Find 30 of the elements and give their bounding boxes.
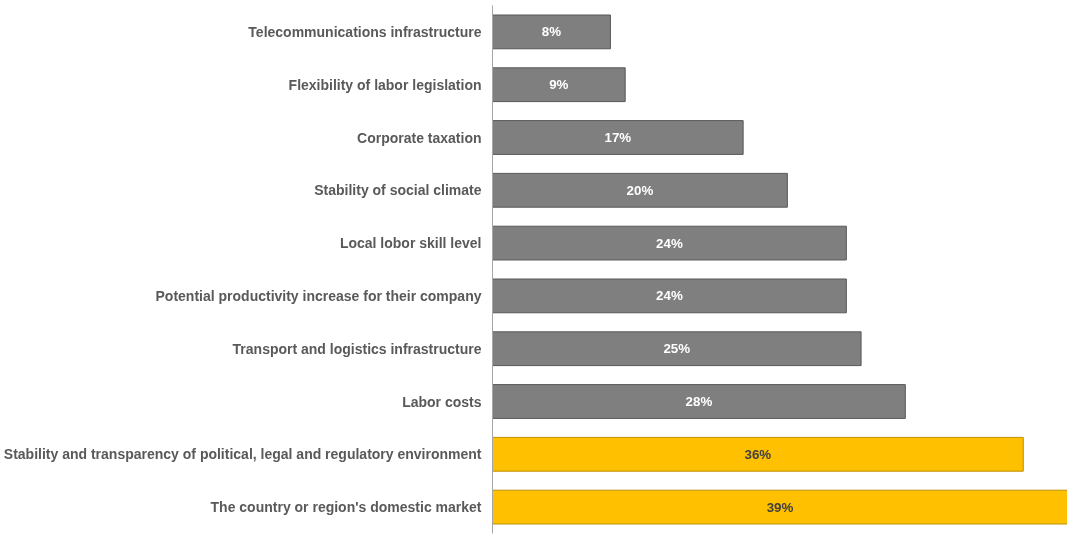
y-tick-label: Corporate taxation <box>357 129 482 146</box>
data-label: 24% <box>656 288 683 304</box>
data-label: 28% <box>685 394 713 409</box>
data-label: 17% <box>604 130 632 145</box>
y-tick-label: Flexibility of labor legislation <box>288 76 482 93</box>
bar <box>492 14 611 50</box>
bar <box>492 120 744 155</box>
data-label: 36% <box>744 446 772 462</box>
bar <box>492 384 906 419</box>
data-label: 39% <box>766 499 794 515</box>
bar <box>492 489 1067 525</box>
data-label: 9% <box>549 77 569 93</box>
y-tick-label: The country or region's domestic market <box>210 499 482 516</box>
data-label: 25% <box>663 341 691 357</box>
bar <box>492 67 626 103</box>
y-tick-label: Labor costs <box>402 393 482 410</box>
y-tick-label: Telecommunications infrastructure <box>248 23 482 40</box>
y-tick-label: Potential productivity increase for their company <box>155 287 482 304</box>
y-tick-label: Transport and logistics infrastructure <box>232 340 482 357</box>
data-label: 24% <box>656 235 683 251</box>
y-tick-label: Stability of social climate <box>314 182 482 199</box>
bar <box>492 225 847 261</box>
bar <box>492 331 862 367</box>
data-label: 8% <box>541 24 562 40</box>
data-label: 20% <box>626 182 654 198</box>
y-tick-label: Local lobor skill level <box>339 235 482 252</box>
bar <box>492 278 847 314</box>
bar <box>492 172 788 208</box>
y-tick-label: Stability and transparency of political, legal and regulatory environment <box>3 446 482 463</box>
bar <box>492 436 1024 472</box>
